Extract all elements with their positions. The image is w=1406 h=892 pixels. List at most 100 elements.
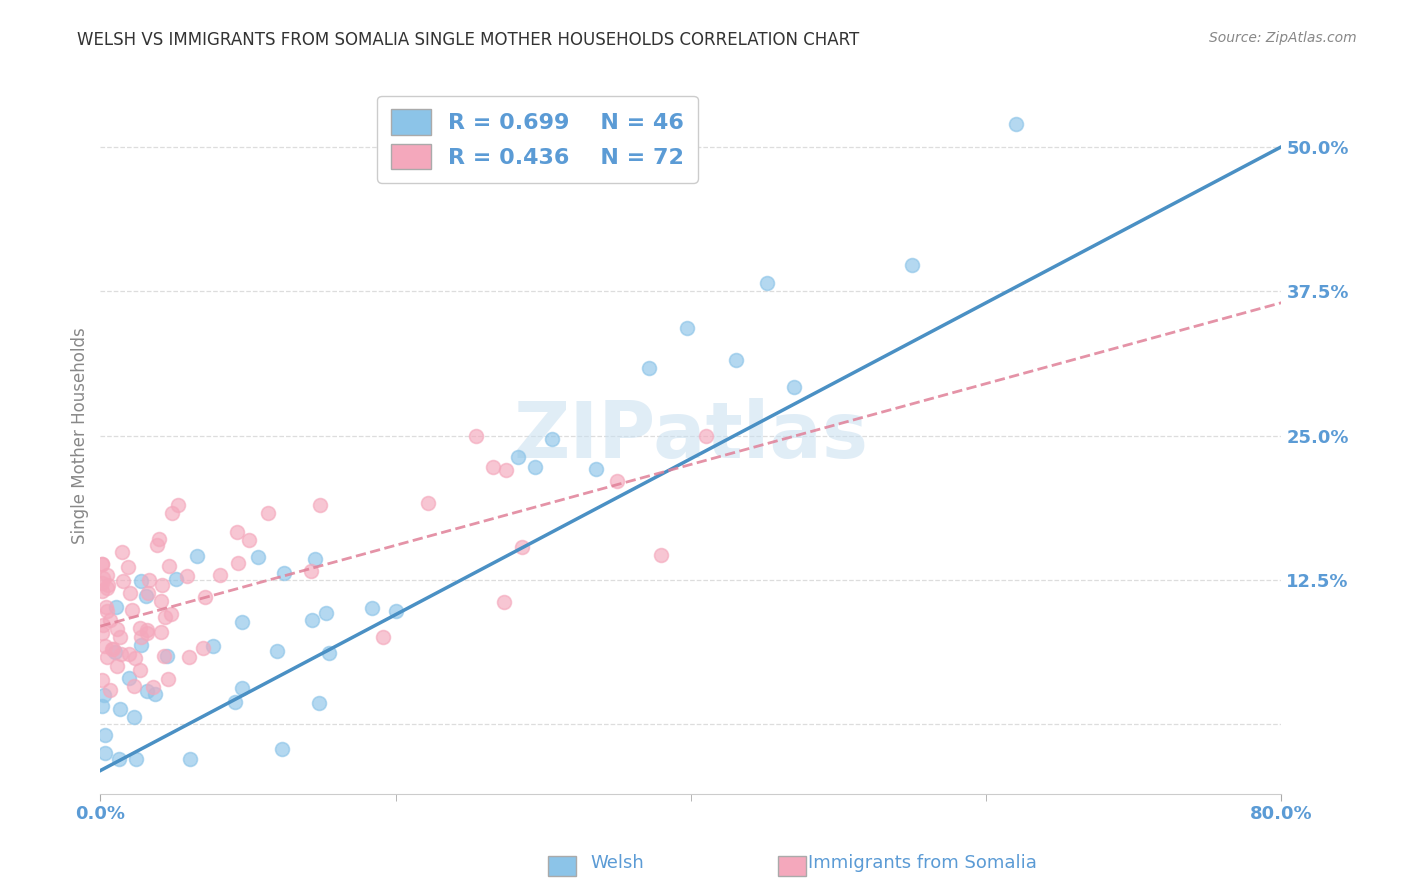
Point <box>122 679 145 693</box>
Text: ZIPatlas: ZIPatlas <box>513 398 869 474</box>
Point <box>224 695 246 709</box>
Point <box>299 564 322 578</box>
Point <box>148 533 170 547</box>
Point <box>495 463 517 477</box>
Point <box>238 533 260 547</box>
Point <box>90 584 112 599</box>
Text: Immigrants from Somalia: Immigrants from Somalia <box>808 855 1038 872</box>
Point <box>157 558 180 573</box>
Point <box>176 568 198 582</box>
Point <box>360 600 382 615</box>
Point <box>136 683 159 698</box>
Point <box>193 640 215 655</box>
Point <box>124 651 146 665</box>
Point <box>186 549 208 564</box>
Point <box>725 352 748 367</box>
Point <box>135 590 157 604</box>
Point <box>231 681 253 695</box>
Point <box>150 593 173 607</box>
Point <box>103 645 125 659</box>
Point <box>91 570 114 584</box>
Point <box>155 610 177 624</box>
Point <box>98 682 121 697</box>
Point <box>166 498 188 512</box>
Point <box>1004 117 1026 131</box>
Point <box>129 638 152 652</box>
Point <box>97 578 120 592</box>
Point <box>464 428 486 442</box>
Point <box>160 506 183 520</box>
Point <box>231 615 253 629</box>
Point <box>157 672 180 686</box>
Point <box>118 586 141 600</box>
Point <box>482 459 505 474</box>
Point <box>131 574 153 589</box>
Point <box>492 595 515 609</box>
Point <box>142 680 165 694</box>
Point <box>318 646 340 660</box>
Point <box>585 461 607 475</box>
Point <box>118 647 141 661</box>
Point <box>304 552 326 566</box>
Point <box>783 380 806 394</box>
Point <box>150 577 173 591</box>
Point <box>112 574 135 588</box>
Point <box>209 568 232 582</box>
Point <box>650 548 672 562</box>
Legend: R = 0.699    N = 46, R = 0.436    N = 72: R = 0.699 N = 46, R = 0.436 N = 72 <box>377 95 697 183</box>
Point <box>96 581 118 595</box>
Point <box>91 557 114 571</box>
Point <box>384 604 406 618</box>
Point <box>118 671 141 685</box>
Point <box>110 630 132 644</box>
Point <box>315 606 337 620</box>
Point <box>96 605 118 619</box>
Point <box>129 630 152 644</box>
Point <box>695 428 717 442</box>
Point <box>129 664 152 678</box>
Point <box>225 524 247 539</box>
Point <box>90 673 112 688</box>
Point <box>506 450 529 465</box>
Point <box>105 659 128 673</box>
Point <box>273 566 295 580</box>
Point <box>675 321 697 335</box>
Point <box>177 650 200 665</box>
Point <box>91 618 114 632</box>
Point <box>156 648 179 663</box>
Point <box>194 590 217 604</box>
Point <box>755 276 778 290</box>
Point <box>373 630 395 644</box>
Point <box>202 639 225 653</box>
Point <box>91 626 114 640</box>
Point <box>901 258 924 272</box>
Point <box>138 573 160 587</box>
Point <box>179 752 201 766</box>
Point <box>138 586 160 600</box>
Point <box>111 545 134 559</box>
Point <box>271 741 294 756</box>
Point <box>101 642 124 657</box>
Point <box>94 639 117 653</box>
Point <box>135 625 157 640</box>
Point <box>105 622 128 636</box>
Point <box>638 360 661 375</box>
Point <box>96 649 118 664</box>
Point <box>541 432 564 446</box>
Point <box>416 495 439 509</box>
Point <box>110 702 132 716</box>
Point <box>165 572 187 586</box>
Point <box>117 560 139 574</box>
Point <box>124 710 146 724</box>
Point <box>90 698 112 713</box>
Point <box>125 752 148 766</box>
Point <box>309 498 332 512</box>
Point <box>153 648 176 663</box>
Point <box>606 474 628 488</box>
Text: Source: ZipAtlas.com: Source: ZipAtlas.com <box>1209 31 1357 45</box>
Point <box>101 642 124 657</box>
Point <box>93 689 115 703</box>
Point <box>136 623 159 637</box>
Point <box>247 550 270 565</box>
Point <box>145 538 167 552</box>
